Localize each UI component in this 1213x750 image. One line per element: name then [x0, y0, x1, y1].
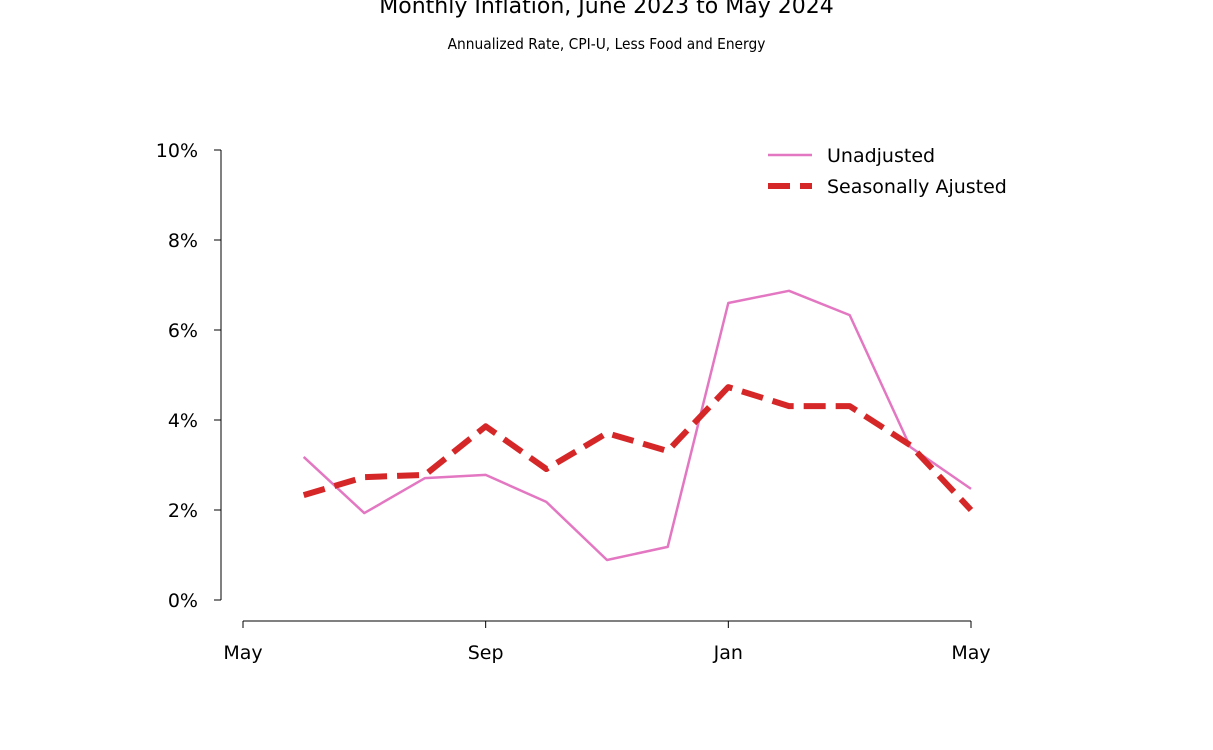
- x-tick-label: May: [223, 642, 262, 664]
- x-tick-label: Sep: [468, 642, 504, 664]
- series-line-seasonally-adjusted: [302, 384, 974, 513]
- y-tick-label: 4%: [168, 410, 198, 432]
- y-tick-label: 8%: [168, 230, 198, 252]
- y-tick-label: 2%: [168, 500, 198, 522]
- x-tick-label: Jan: [713, 642, 743, 664]
- y-tick-label: 0%: [168, 590, 198, 612]
- legend-label: Seasonally Ajusted: [827, 176, 1007, 198]
- y-tick-label: 6%: [168, 320, 198, 342]
- y-axis: 0% 2% 4% 6% 8% 10%: [156, 140, 222, 612]
- chart-subtitle: Annualized Rate, CPI-U, Less Food and En…: [447, 35, 766, 53]
- x-tick-label: May: [951, 642, 990, 664]
- series-layer: [302, 289, 974, 562]
- legend-label: Unadjusted: [827, 145, 935, 167]
- series-line-unadjusted: [302, 289, 972, 562]
- y-tick-label: 10%: [156, 140, 198, 162]
- x-axis: May Sep Jan May: [223, 620, 991, 664]
- legend: Unadjusted Seasonally Ajusted: [768, 145, 1007, 198]
- chart-title: Monthly Inflation, June 2023 to May 2024: [379, 0, 834, 19]
